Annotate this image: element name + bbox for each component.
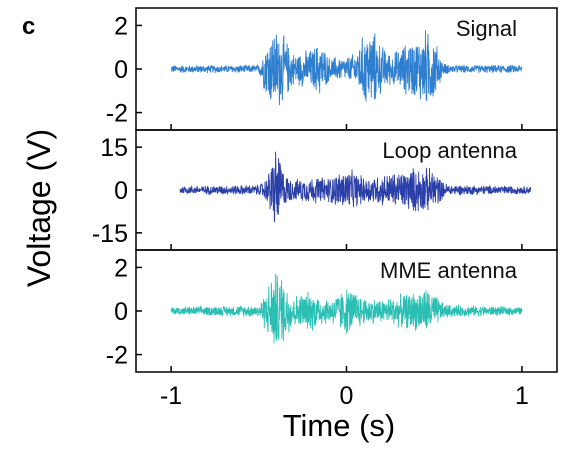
y-axis-title: Voltage (V) <box>21 129 57 287</box>
y-tick-label-3-0: 2 <box>114 254 128 282</box>
panel-3: 2 0 -2 MME antenna <box>106 249 558 373</box>
y-tick-label-2-2: -15 <box>92 220 128 248</box>
y-tick-label-1-2: -2 <box>106 100 128 128</box>
panels-group: 2 0 -2 Signal 15 0 -15 Loop antenna 2 0 -2 MME ante… <box>92 7 558 373</box>
x-axis-title: Time (s) <box>283 408 396 443</box>
panel-title-1: Signal <box>456 16 517 41</box>
x-tick-label-1: 0 <box>340 382 354 410</box>
x-tick-label-0: -1 <box>160 382 182 410</box>
panel-2: 15 0 -15 Loop antenna <box>92 129 558 251</box>
x-axis: -1 0 1 <box>160 124 529 410</box>
y-tick-label-3-2: -2 <box>106 342 128 370</box>
panel-title-3: MME antenna <box>380 258 518 283</box>
series-line-1 <box>170 30 523 106</box>
y-tick-label-3-1: 0 <box>114 298 128 326</box>
panel-1: 2 0 -2 Signal <box>106 7 558 131</box>
y-tick-label-2-0: 15 <box>100 134 128 162</box>
watermark-text: 搜狐号@Aigtek安泰电子 <box>415 432 572 448</box>
y-tick-label-1-1: 0 <box>114 56 128 84</box>
series-line-2 <box>179 151 532 223</box>
panel-title-2: Loop antenna <box>382 138 517 163</box>
x-tick-label-2: 1 <box>515 382 529 410</box>
y-tick-label-2-1: 0 <box>114 177 128 205</box>
panel-letter: c <box>22 13 35 40</box>
series-line-3 <box>170 274 523 344</box>
y-tick-label-1-0: 2 <box>114 12 128 40</box>
